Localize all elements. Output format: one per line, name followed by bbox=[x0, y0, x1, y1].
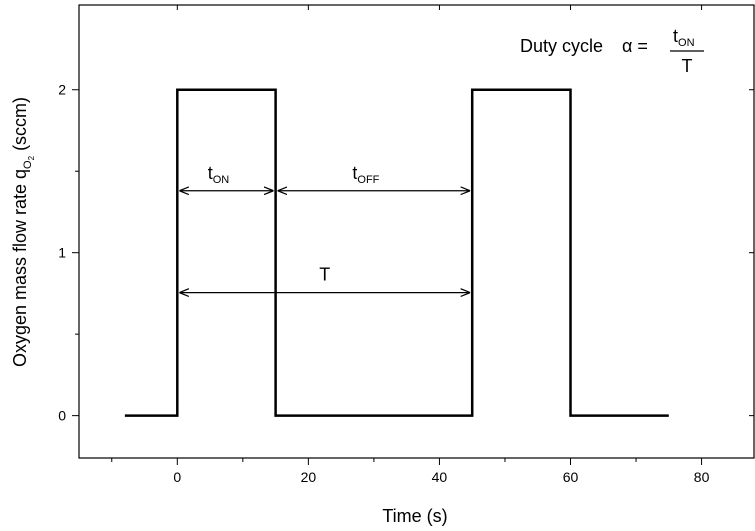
y-label-main: Oxygen mass flow rate q bbox=[10, 169, 30, 367]
x-tick-label: 60 bbox=[563, 469, 579, 485]
annotation-label: T bbox=[319, 265, 330, 285]
annotation-label: tON bbox=[208, 163, 230, 186]
formula-num: tON bbox=[673, 26, 695, 49]
x-tick-label: 20 bbox=[301, 469, 317, 485]
y-tick-label: 1 bbox=[58, 245, 66, 261]
annotation-t: T bbox=[319, 265, 330, 285]
x-axis-label: Time (s) bbox=[382, 506, 447, 526]
formula-symbol: α = bbox=[622, 36, 648, 56]
y-label-subsub: 2 bbox=[27, 155, 36, 160]
x-tick-label: 40 bbox=[432, 469, 448, 485]
formula-prefix: Duty cycle bbox=[520, 36, 603, 56]
waveform bbox=[124, 88, 669, 417]
annotation-t: t bbox=[208, 163, 213, 183]
annotation-sub: ON bbox=[213, 174, 230, 186]
x-tick-label: 0 bbox=[173, 469, 181, 485]
annotation-t: t bbox=[352, 163, 357, 183]
y-label-sub: O bbox=[22, 160, 34, 169]
formula-num-t: t bbox=[673, 26, 678, 46]
y-axis-label: Oxygen mass flow rate qO2 (sccm) bbox=[10, 97, 36, 367]
x-tick-label: 80 bbox=[694, 469, 710, 485]
y-label-unit: (sccm) bbox=[10, 97, 30, 156]
y-tick-label: 2 bbox=[58, 82, 66, 98]
annotation-label: tOFF bbox=[352, 163, 379, 186]
plot-frame bbox=[78, 4, 755, 459]
y-tick-label: 0 bbox=[58, 408, 66, 424]
formula-num-sub: ON bbox=[678, 37, 695, 49]
formula-den: T bbox=[682, 56, 693, 76]
annotation-sub: OFF bbox=[357, 174, 379, 186]
